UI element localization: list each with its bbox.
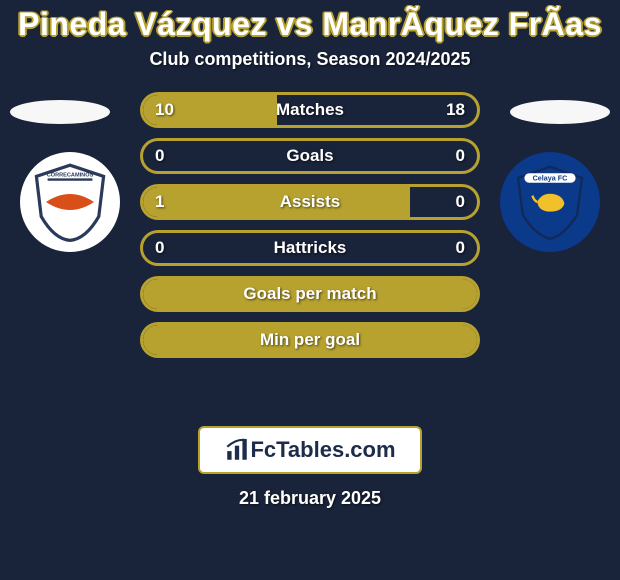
team-badge-left: CORRECAMINOS [20, 152, 120, 252]
brand-logo: FcTables.com [224, 437, 395, 463]
brand-text: FcTables.com [250, 437, 395, 463]
stat-row-mpg: Min per goal [140, 322, 480, 358]
player-photo-right [510, 100, 610, 124]
team-badge-right: Celaya FC [500, 152, 600, 252]
stat-label: Goals per match [143, 279, 477, 309]
footer-date: 21 february 2025 [0, 488, 620, 509]
stat-label: Min per goal [143, 325, 477, 355]
stat-label: Goals [143, 141, 477, 171]
shield-icon: Celaya FC [510, 162, 590, 242]
svg-text:Celaya FC: Celaya FC [533, 173, 568, 182]
stat-label: Matches [143, 95, 477, 125]
chart-icon [224, 437, 250, 463]
stat-label: Assists [143, 187, 477, 217]
player-photo-left [10, 100, 110, 124]
stat-row-goals: 00Goals [140, 138, 480, 174]
svg-text:CORRECAMINOS: CORRECAMINOS [47, 172, 94, 178]
page-subtitle: Club competitions, Season 2024/2025 [0, 49, 620, 70]
comparison-stage: CORRECAMINOS Celaya FC 1018Matches 00Goal… [0, 92, 620, 412]
stat-row-hattricks: 00Hattricks [140, 230, 480, 266]
stat-row-gpm: Goals per match [140, 276, 480, 312]
stat-row-matches: 1018Matches [140, 92, 480, 128]
stat-row-assists: 10Assists [140, 184, 480, 220]
stat-bars: 1018Matches 00Goals 10Assists 00Hattricks Go… [140, 92, 480, 358]
shield-icon: CORRECAMINOS [30, 162, 110, 242]
page-title: Pineda Vázquez vs ManrÃ­quez FrÃ­as [0, 0, 620, 43]
brand-box: FcTables.com [198, 426, 422, 474]
stat-label: Hattricks [143, 233, 477, 263]
